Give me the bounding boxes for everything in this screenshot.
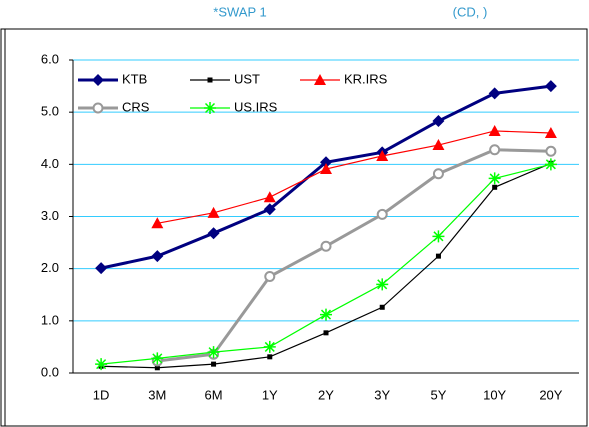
marker — [263, 340, 276, 353]
x-tick-label: 6M — [205, 387, 223, 402]
marker — [376, 208, 388, 220]
y-tick-label: 2.0 — [41, 260, 59, 275]
marker — [544, 127, 557, 139]
marker — [432, 230, 445, 243]
y-tick-label: 4.0 — [41, 156, 59, 171]
x-tick-label: 2Y — [318, 387, 334, 402]
marker — [154, 365, 160, 371]
marker — [263, 203, 276, 216]
legend-label: CRS — [122, 99, 150, 114]
chart-title: *SWAP 1 — [213, 4, 266, 19]
legend-label: KTB — [122, 71, 147, 86]
x-tick-label: 10Y — [483, 387, 506, 402]
marker — [95, 358, 108, 371]
marker — [435, 253, 441, 259]
marker — [379, 304, 385, 310]
marker — [492, 184, 498, 190]
legend-label: KR.IRS — [344, 71, 388, 86]
marker — [544, 158, 557, 171]
series-line — [157, 148, 551, 363]
marker — [489, 144, 501, 156]
legend-item: KR.IRS — [300, 71, 388, 86]
marker — [207, 227, 220, 240]
y-tick-label: 3.0 — [41, 208, 59, 223]
y-tick-label: 5.0 — [41, 104, 59, 119]
marker — [320, 156, 332, 169]
y-tick-label: 6.0 — [41, 51, 59, 66]
x-tick-label: 1D — [93, 387, 110, 402]
marker — [488, 124, 501, 136]
legend-marker — [204, 102, 216, 114]
x-tick-label: 20Y — [539, 387, 562, 402]
marker — [320, 308, 332, 321]
legend-item: CRS — [78, 99, 150, 114]
y-tick-label: 0.0 — [41, 364, 59, 379]
legend-label: US.IRS — [234, 99, 278, 114]
legend-item: KTB — [78, 71, 147, 86]
legend-marker — [92, 74, 104, 86]
legend-marker — [314, 74, 326, 85]
marker — [207, 206, 220, 218]
marker — [432, 168, 444, 180]
marker — [432, 139, 445, 151]
marker — [376, 149, 389, 161]
marker — [151, 352, 164, 365]
chart-subtitle: (CD, ) — [453, 4, 488, 19]
marker — [207, 346, 220, 359]
legend-item: UST — [190, 71, 260, 86]
marker — [95, 262, 108, 275]
marker — [211, 361, 217, 367]
x-tick-label: 3Y — [374, 387, 390, 402]
x-tick-label: 1Y — [262, 387, 278, 402]
marker — [323, 330, 329, 336]
marker — [320, 163, 332, 175]
y-tick-label: 1.0 — [41, 312, 59, 327]
marker — [320, 240, 332, 252]
legend-marker — [92, 102, 104, 114]
series-line — [157, 130, 551, 224]
legend-marker — [207, 77, 213, 83]
marker — [151, 250, 164, 263]
marker — [545, 145, 557, 157]
marker — [544, 80, 557, 93]
x-tick-label: 3M — [148, 387, 166, 402]
marker — [432, 115, 445, 128]
marker — [488, 87, 501, 100]
frame — [0, 28, 588, 427]
marker — [264, 270, 276, 282]
legend-item: US.IRS — [190, 99, 278, 114]
marker — [488, 172, 501, 185]
marker — [151, 217, 164, 229]
marker — [263, 191, 276, 203]
x-tick-label: 5Y — [430, 387, 446, 402]
marker — [267, 354, 273, 360]
marker — [376, 278, 389, 291]
series-line — [101, 162, 552, 369]
legend-label: UST — [234, 71, 260, 86]
